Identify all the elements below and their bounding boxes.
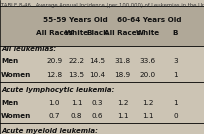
Text: 1: 1 — [173, 100, 178, 106]
Text: Acute myeloid leukemia:: Acute myeloid leukemia: — [1, 128, 98, 134]
Text: All Races: All Races — [104, 30, 141, 36]
Text: 0.8: 0.8 — [71, 113, 82, 119]
Text: 10.4: 10.4 — [89, 72, 105, 78]
Text: 12.8: 12.8 — [46, 72, 62, 78]
Text: White: White — [64, 30, 89, 36]
Text: 18.9: 18.9 — [114, 72, 131, 78]
Text: TABLE 8-46   Average Annual Incidence (per 100,000) of Leukemias in the United S: TABLE 8-46 Average Annual Incidence (per… — [1, 3, 204, 8]
Text: 22.2: 22.2 — [68, 58, 85, 64]
Text: 55-59 Years Old: 55-59 Years Old — [43, 17, 108, 23]
Text: 31.8: 31.8 — [114, 58, 131, 64]
Text: Men: Men — [1, 100, 18, 106]
Text: 0.3: 0.3 — [91, 100, 103, 106]
Text: Men: Men — [1, 58, 18, 64]
Text: 13.5: 13.5 — [68, 72, 85, 78]
Text: 0.6: 0.6 — [91, 113, 103, 119]
Text: 1.1: 1.1 — [71, 100, 82, 106]
Text: 1: 1 — [173, 72, 178, 78]
Text: 3: 3 — [173, 58, 178, 64]
Text: 1.1: 1.1 — [142, 113, 154, 119]
Text: 33.6: 33.6 — [140, 58, 156, 64]
Text: 1.1: 1.1 — [117, 113, 128, 119]
Text: Women: Women — [1, 72, 31, 78]
Text: All leukemias:: All leukemias: — [1, 46, 56, 52]
Text: 1.2: 1.2 — [117, 100, 128, 106]
Text: Acute lymphocytic leukemia:: Acute lymphocytic leukemia: — [1, 87, 114, 93]
Text: 1.2: 1.2 — [142, 100, 154, 106]
Text: 20.9: 20.9 — [46, 58, 62, 64]
Text: All Races: All Races — [35, 30, 73, 36]
Text: B: B — [173, 30, 178, 36]
Text: 0: 0 — [173, 113, 178, 119]
Text: White: White — [136, 30, 160, 36]
Text: 1.0: 1.0 — [48, 100, 60, 106]
Text: Women: Women — [1, 113, 31, 119]
Bar — [0, 6, 204, 46]
Text: 14.5: 14.5 — [89, 58, 105, 64]
Text: 20.0: 20.0 — [140, 72, 156, 78]
Text: 60-64 Years Old: 60-64 Years Old — [117, 17, 181, 23]
Text: 0.7: 0.7 — [48, 113, 60, 119]
Text: Black: Black — [86, 30, 108, 36]
